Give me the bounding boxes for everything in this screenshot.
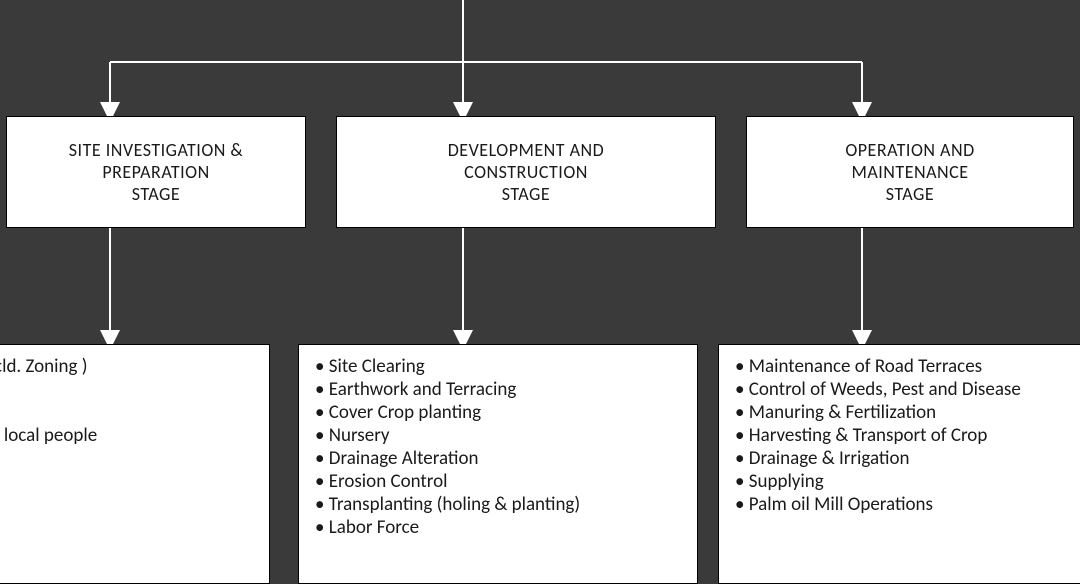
- detail-item: Cover Crop planting: [315, 401, 681, 424]
- detail-item: Drainage Alteration: [315, 447, 681, 470]
- detail-item: mpensation: [0, 447, 253, 470]
- detail-item: Earthwork and Terracing: [315, 378, 681, 401]
- detail-box-detail1: ial survey (incld. Zoning )d Surveyation…: [0, 344, 270, 584]
- detail-item: Site Clearing: [315, 355, 681, 378]
- stage-line: SITE INVESTIGATION &: [19, 139, 293, 161]
- detail-item: Control of Weeds, Pest and Disease: [735, 378, 1071, 401]
- detail-item: ial survey (incld. Zoning ): [0, 355, 253, 378]
- stage-line: STAGE: [759, 183, 1061, 205]
- detail-box-detail2: Site ClearingEarthwork and TerracingCove…: [298, 344, 698, 584]
- detail-item: Transplanting (holing & planting): [315, 493, 681, 516]
- detail-item: dal: [0, 493, 253, 516]
- stage-line: OPERATION AND: [759, 139, 1061, 161]
- detail-list: Site ClearingEarthwork and TerracingCove…: [315, 355, 681, 539]
- stage-box-stage1: SITE INVESTIGATION &PREPARATIONSTAGE: [6, 116, 306, 228]
- stage-line: PREPARATION: [19, 161, 293, 183]
- detail-item: ation Permit: [0, 401, 253, 424]
- stage-line: CONSTRUCTION: [349, 161, 703, 183]
- detail-list: Maintenance of Road TerracesControl of W…: [735, 355, 1071, 516]
- detail-item: Labor Force: [315, 516, 681, 539]
- detail-item: Harvesting & Transport of Crop: [735, 424, 1071, 447]
- detail-item: d Survey: [0, 378, 253, 401]
- stage-box-stage3: OPERATION ANDMAINTENANCESTAGE: [746, 116, 1074, 228]
- detail-item: Palm oil Mill Operations: [735, 493, 1071, 516]
- detail-item: Supplying: [735, 470, 1071, 493]
- detail-item: Erosion Control: [315, 470, 681, 493]
- stage-line: STAGE: [349, 183, 703, 205]
- detail-item: Nursery: [315, 424, 681, 447]
- stage-line: MAINTENANCE: [759, 161, 1061, 183]
- detail-box-detail3: Maintenance of Road TerracesControl of W…: [718, 344, 1080, 584]
- detail-item: Maintenance of Road Terraces: [735, 355, 1071, 378]
- detail-list: ial survey (incld. Zoning )d Surveyation…: [0, 355, 253, 516]
- stage-box-stage2: DEVELOPMENT ANDCONSTRUCTIONSTAGE: [336, 116, 716, 228]
- detail-item: Drainage & Irrigation: [735, 447, 1071, 470]
- detail-item: ck Design: [0, 470, 253, 493]
- stage-line: DEVELOPMENT AND: [349, 139, 703, 161]
- stage-line: STAGE: [19, 183, 293, 205]
- detail-item: nsultation w/ local people: [0, 424, 253, 447]
- detail-item: Manuring & Fertilization: [735, 401, 1071, 424]
